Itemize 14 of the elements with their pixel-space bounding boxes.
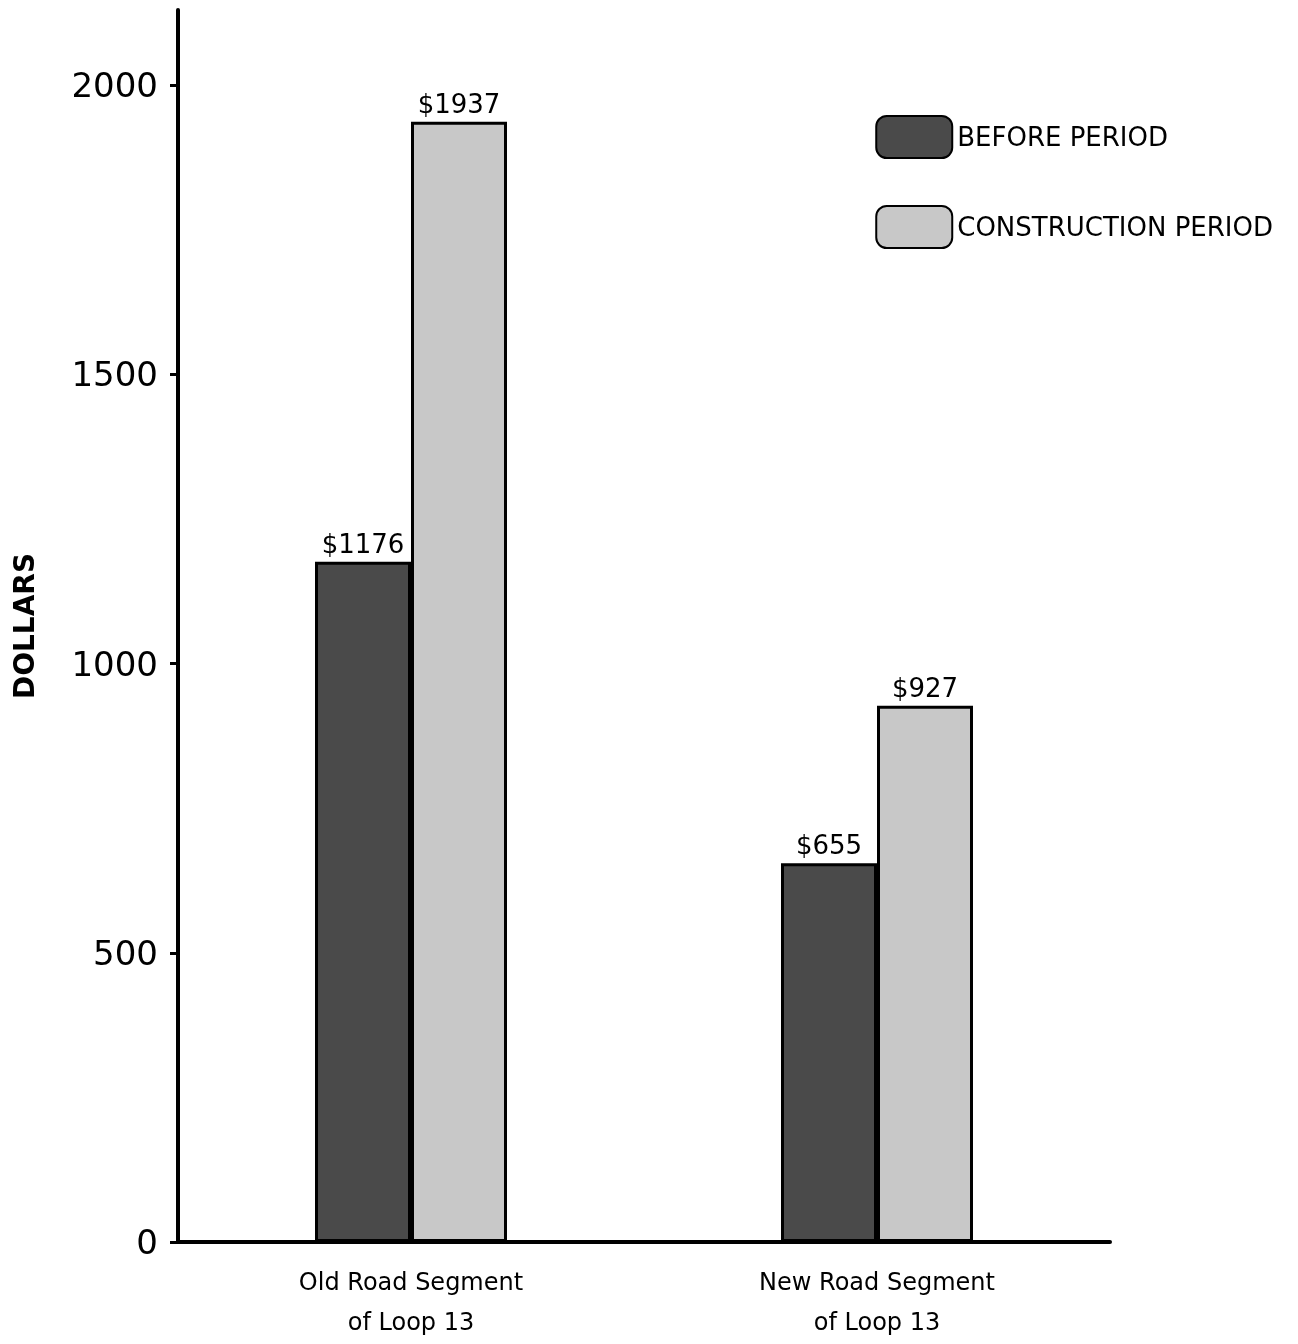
y-tick-label: 1000	[71, 643, 158, 684]
data-label: $927	[891, 672, 959, 703]
y-axis-title: DOLLARS	[7, 552, 41, 700]
x-tick-label: Old Road Segment of Loop 13	[298, 1268, 524, 1336]
data-label: $1176	[321, 528, 405, 559]
y-tick-label: 500	[93, 932, 158, 973]
y-tick-label: 1500	[71, 354, 158, 395]
legend-label: CONSTRUCTION PERIOD	[957, 212, 1274, 242]
data-label: $1937	[417, 88, 501, 119]
y-tick-label: 2000	[71, 65, 158, 106]
y-tick-label: 0	[136, 1222, 158, 1262]
data-label: $655	[795, 830, 863, 861]
legend-label: BEFORE PERIOD	[957, 122, 1169, 152]
x-tick-label: New Road Segment of Loop 13	[759, 1268, 995, 1336]
